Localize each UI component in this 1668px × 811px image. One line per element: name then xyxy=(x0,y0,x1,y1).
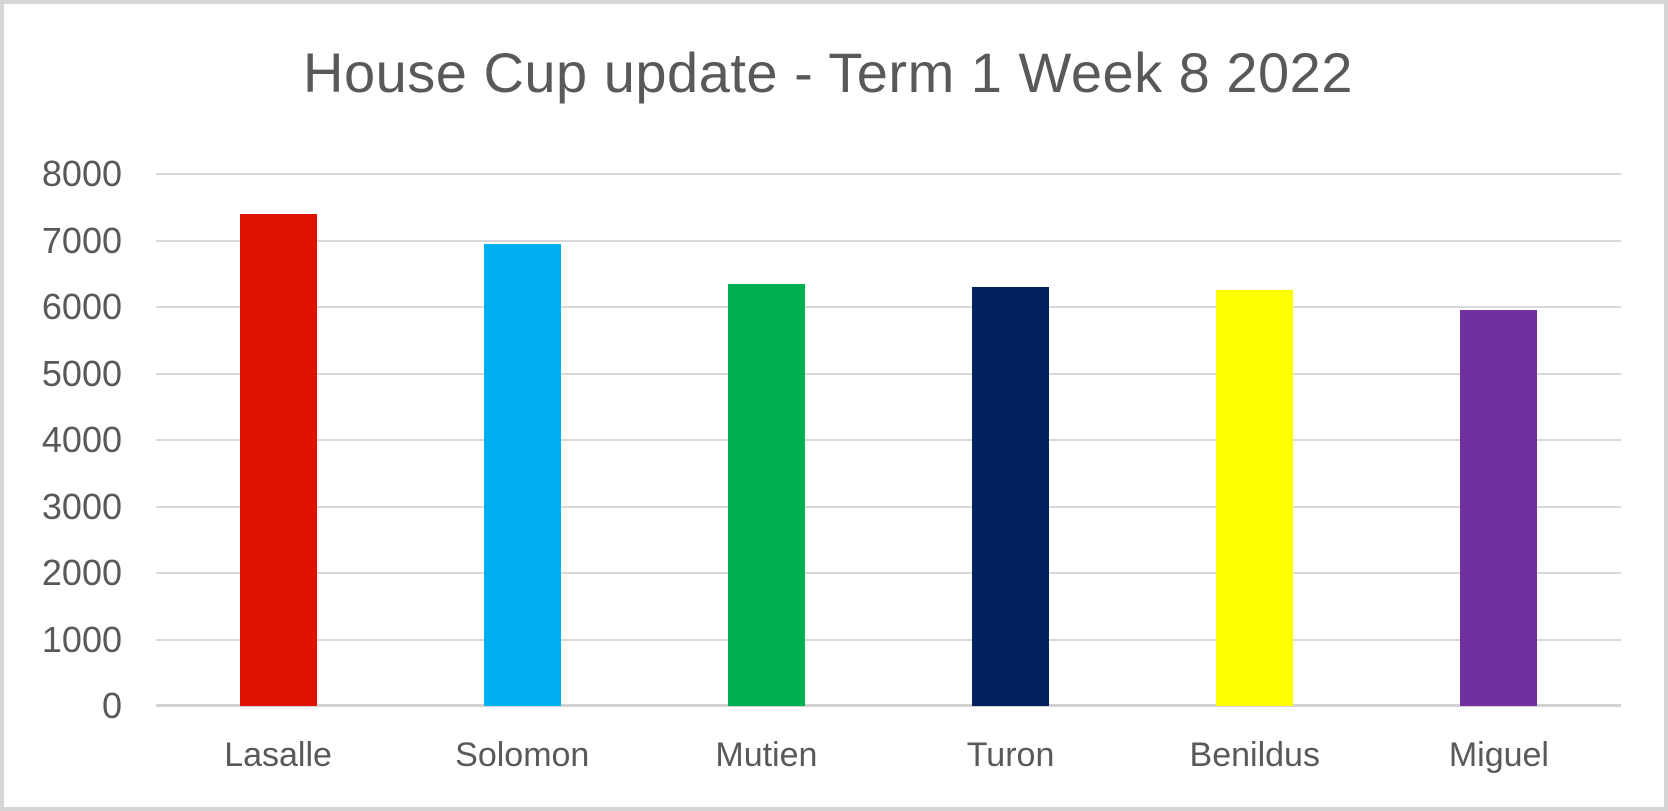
bar-benildus xyxy=(1216,290,1294,706)
bar-solomon xyxy=(483,243,561,706)
y-axis-tick-label: 2000 xyxy=(41,552,122,593)
gridline xyxy=(156,306,1621,308)
y-axis-tick-label: 4000 xyxy=(41,419,122,460)
x-axis-line xyxy=(156,704,1621,707)
chart-title: House Cup update - Term 1 Week 8 2022 xyxy=(303,41,1353,104)
y-axis-tick-label: 3000 xyxy=(41,485,122,527)
y-axis-tick-label: 0 xyxy=(101,685,122,726)
bar-mutien xyxy=(727,283,805,706)
x-axis-category-label: Mutien xyxy=(715,736,818,774)
y-axis-tick-label: 8000 xyxy=(41,153,122,194)
bar-lasalle xyxy=(239,213,317,706)
y-axis-tick-label: 5000 xyxy=(41,352,122,394)
y-axis-tick-label: 7000 xyxy=(41,219,122,261)
gridline xyxy=(156,638,1621,641)
gridline xyxy=(156,439,1621,441)
x-axis-category-label: Solomon xyxy=(455,736,590,774)
x-axis-category-label: Turon xyxy=(966,736,1055,774)
x-axis-category-label: Benildus xyxy=(1189,736,1320,774)
gridline xyxy=(156,505,1621,508)
gridline xyxy=(156,372,1621,375)
bar-turon xyxy=(972,287,1050,706)
y-axis-tick-label: 1000 xyxy=(41,618,122,660)
plot-area xyxy=(156,173,1621,707)
y-axis-tick-label: 6000 xyxy=(41,286,122,327)
gridline xyxy=(156,173,1621,175)
gridline xyxy=(156,572,1621,574)
gridline xyxy=(156,239,1621,242)
x-axis-category-label: Lasalle xyxy=(224,736,332,774)
bar-miguel xyxy=(1460,310,1538,706)
x-axis-category-label: Miguel xyxy=(1448,736,1549,774)
